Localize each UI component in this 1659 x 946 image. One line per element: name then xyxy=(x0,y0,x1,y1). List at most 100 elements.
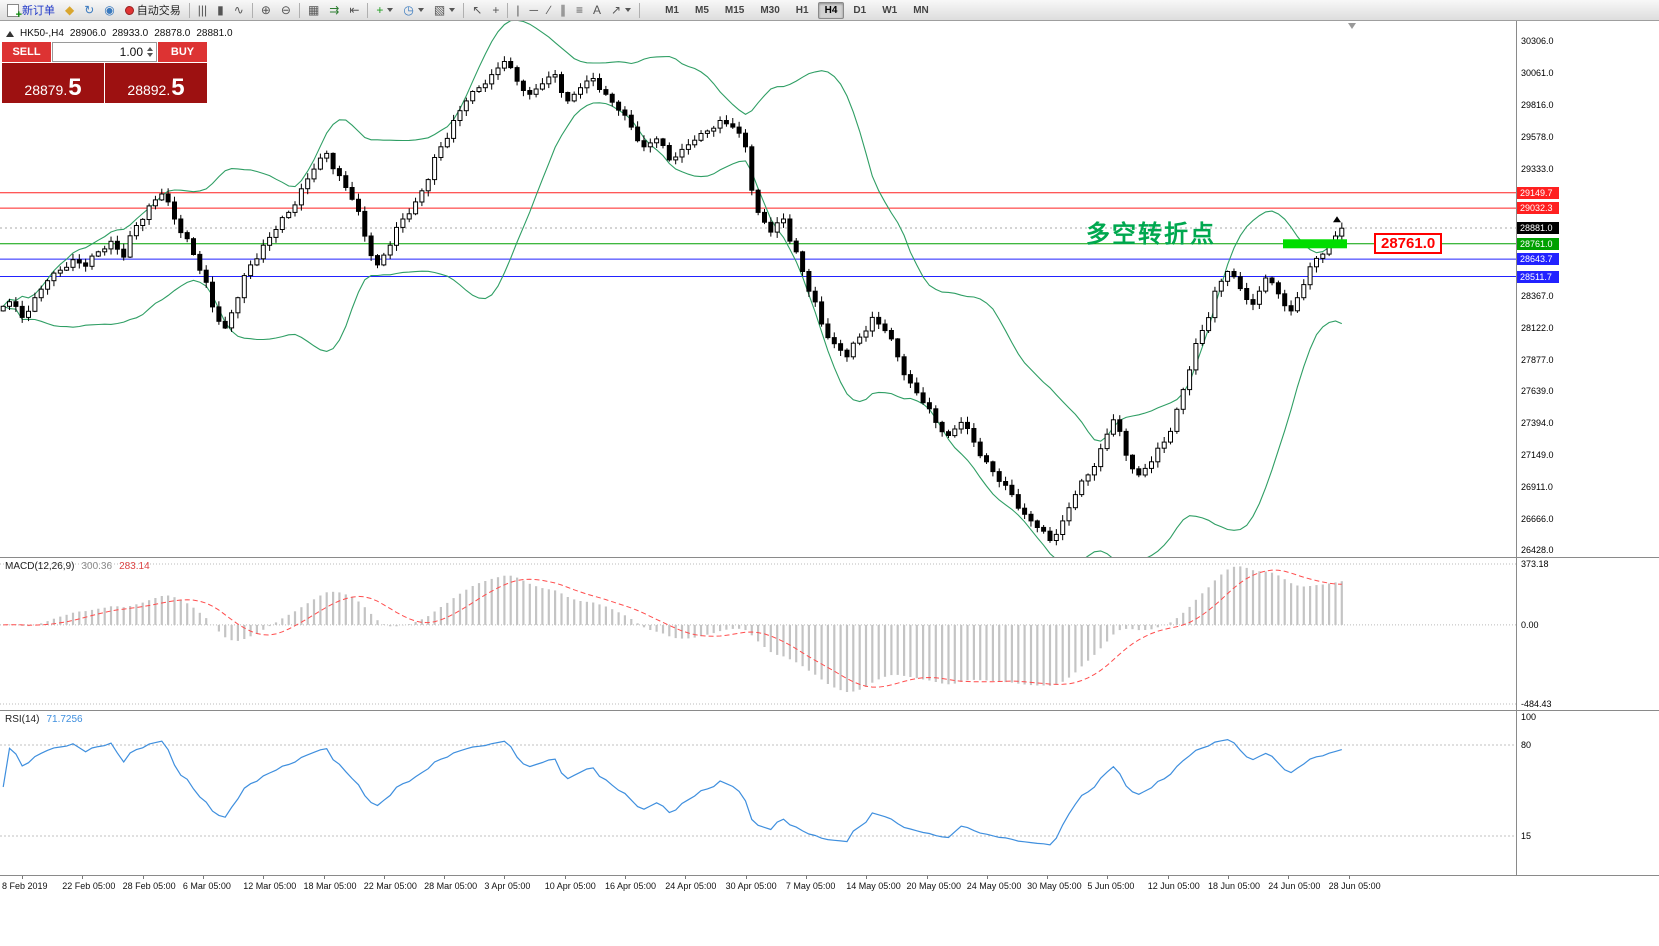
sell-price-main: 28879. xyxy=(24,81,68,98)
time-axis-label: 12 Jun 05:00 xyxy=(1147,881,1200,891)
timeframe-mn-button[interactable]: MN xyxy=(913,4,929,16)
panel-separator[interactable] xyxy=(0,710,1659,711)
price-callout-label: 28761.0 xyxy=(1374,232,1443,254)
metaeditor-button[interactable]: ◆ xyxy=(60,1,79,20)
bar-chart-button[interactable]: ||| xyxy=(193,1,212,20)
refresh-button[interactable]: ↻ xyxy=(79,1,99,20)
timeframe-h1-button[interactable]: H1 xyxy=(795,4,809,16)
ohlc-info-line: HK50-,H4 28906.0 28933.0 28878.0 28881.0 xyxy=(6,28,233,39)
highlight-bar[interactable] xyxy=(1283,239,1347,249)
new-chart-icon: + xyxy=(376,3,384,17)
chart-annotation-text: 多空转折点 xyxy=(1086,220,1216,248)
timeframe-toolbar: M1 M5 M15 M30 H1 H4 D1 W1 MN xyxy=(657,0,937,20)
chart-shift-marker xyxy=(1348,23,1356,29)
time-axis-label: 12 Mar 05:00 xyxy=(243,881,297,891)
sell-price[interactable]: 28879. 5 xyxy=(2,63,104,103)
volume-input[interactable]: 1.00 xyxy=(52,42,157,62)
timeframe-h4-button[interactable]: H4 xyxy=(817,1,845,19)
rsi-name: RSI(14) xyxy=(5,714,40,725)
trendline-button[interactable]: ∕ xyxy=(543,1,555,20)
macd-main-value: 300.36 xyxy=(81,561,113,572)
candles-layer xyxy=(0,56,1345,546)
dropdown-arrow-icon[interactable] xyxy=(449,8,456,12)
arrow-marker[interactable] xyxy=(1333,216,1341,223)
auto-trading-button[interactable]: 自动交易 xyxy=(120,1,186,20)
time-axis-tick xyxy=(1107,876,1109,879)
open-value: 28906.0 xyxy=(69,28,107,39)
timeframe-m15-button[interactable]: M15 xyxy=(724,4,745,16)
spinner-down-icon[interactable] xyxy=(147,53,153,57)
horizontal-line-button[interactable]: ─ xyxy=(524,1,543,20)
volume-spinner[interactable] xyxy=(147,47,153,57)
time-axis-label: 28 Jun 05:00 xyxy=(1328,881,1381,891)
time-axis-label: 28 Feb 05:00 xyxy=(122,881,176,891)
vertical-line-button[interactable]: | xyxy=(511,1,524,20)
toolbar-separator xyxy=(251,2,253,18)
new-chart-button[interactable]: + xyxy=(371,1,398,20)
spinner-up-icon[interactable] xyxy=(147,47,153,51)
macd-label: MACD(12,26,9) 300.36 283.14 xyxy=(5,561,150,572)
dropdown-arrow-icon[interactable] xyxy=(417,8,424,12)
buy-button[interactable]: BUY xyxy=(158,42,207,62)
time-axis-tick xyxy=(82,876,84,879)
rsi-panel[interactable]: RSI(14) 71.7256 xyxy=(0,711,1659,875)
low-value: 28878.0 xyxy=(154,28,191,39)
autotrading-status-icon xyxy=(124,5,134,15)
zoom-in-button[interactable]: ⊕ xyxy=(256,1,276,20)
new-order-button[interactable]: 新订单 xyxy=(2,1,60,21)
arrow-objects-button[interactable]: ↗ xyxy=(606,1,636,20)
time-axis-tick xyxy=(263,876,265,879)
macd-panel[interactable]: MACD(12,26,9) 300.36 283.14 xyxy=(0,558,1659,710)
fibonacci-button[interactable]: ≡ xyxy=(571,1,588,20)
timeframe-m30-button[interactable]: M30 xyxy=(760,4,780,16)
timeframe-m1-button[interactable]: M1 xyxy=(665,4,679,16)
cursor-button[interactable]: ↖ xyxy=(467,1,487,20)
periods-button[interactable]: ◷ xyxy=(398,1,428,20)
crosshair-button[interactable]: + xyxy=(487,1,504,20)
symbol-timeframe-label: HK50-,H4 xyxy=(20,28,64,39)
horizontal-line-icon: ─ xyxy=(529,3,538,17)
time-axis-label: 24 May 05:00 xyxy=(966,881,1022,891)
time-axis-tick xyxy=(986,876,988,879)
time-axis-tick xyxy=(745,876,747,879)
line-chart-button[interactable]: ∿ xyxy=(229,1,249,20)
time-axis-tick xyxy=(866,876,868,879)
dropdown-arrow-icon[interactable] xyxy=(387,8,394,12)
time-axis-label: 22 Mar 05:00 xyxy=(363,881,417,891)
price-chart-canvas xyxy=(0,21,1516,557)
timeframe-d1-button[interactable]: D1 xyxy=(853,4,867,16)
text-label-button[interactable]: A xyxy=(588,1,606,20)
sell-button[interactable]: SELL xyxy=(2,42,51,62)
chart-shift-button[interactable]: ⇤ xyxy=(344,1,364,20)
templates-icon: ▧ xyxy=(433,3,446,17)
timeframe-m5-button[interactable]: M5 xyxy=(694,4,709,16)
panel-separator[interactable] xyxy=(0,557,1659,558)
price-axis-separator[interactable] xyxy=(1516,21,1517,876)
tile-windows-button[interactable]: ▦ xyxy=(303,1,324,20)
templates-button[interactable]: ▧ xyxy=(429,1,460,20)
time-axis-tick xyxy=(1047,876,1049,879)
price-chart-panel[interactable]: HK50-,H4 28906.0 28933.0 28878.0 28881.0… xyxy=(0,21,1659,557)
timeframe-w1-button[interactable]: W1 xyxy=(882,4,898,16)
volume-value: 1.00 xyxy=(119,45,143,59)
time-axis-tick xyxy=(22,876,23,879)
candlestick-chart-button[interactable]: ▮ xyxy=(212,1,229,20)
macd-name: MACD(12,26,9) xyxy=(5,561,75,572)
panel-separator[interactable] xyxy=(0,875,1659,876)
auto-scroll-button[interactable]: ⇉ xyxy=(324,1,344,20)
equidistant-channel-button[interactable]: ∥ xyxy=(555,1,571,20)
periods-icon: ◷ xyxy=(403,3,414,17)
zoom-out-button[interactable]: ⊖ xyxy=(276,1,296,20)
buy-price[interactable]: 28892. 5 xyxy=(105,63,207,103)
zoom-out-icon: ⊖ xyxy=(280,3,291,17)
one-click-collapse-icon[interactable] xyxy=(6,30,14,37)
time-axis-tick xyxy=(625,876,626,879)
time-axis[interactable]: 8 Feb 2019 22 Feb 05:00 28 Feb 05:00 6 Mar … xyxy=(0,876,1659,946)
dropdown-arrow-icon[interactable] xyxy=(625,8,632,12)
mql5-community-button[interactable]: ◉ xyxy=(99,1,119,20)
toolbar-button-group: 新订单 ◆ ↻ ◉ 自动交易 ||| ▮ ∿ ⊕ ⊖ ▦ ⇉ ⇤ + ◷ ▧ ↖ + | ─ ∕ ∥ ≡ A ↗ xyxy=(2,0,643,21)
time-axis-tick xyxy=(564,876,566,879)
time-axis-label: 28 Mar 05:00 xyxy=(424,881,478,891)
macd-signal-line xyxy=(3,569,1342,688)
